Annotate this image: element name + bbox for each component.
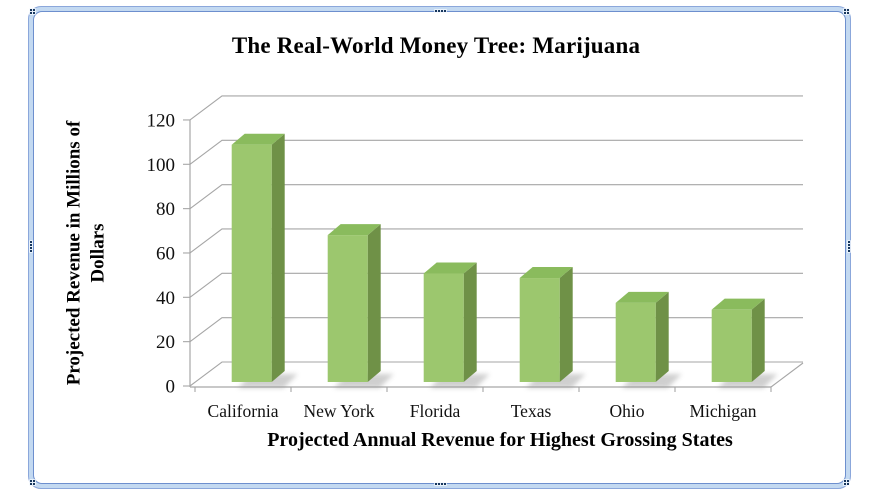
category-label-new-york: New York	[304, 401, 375, 421]
bar-side-face	[463, 262, 477, 382]
floor-right-edge	[770, 362, 804, 388]
bar-front-face	[423, 273, 464, 382]
resize-handle-top-left[interactable]	[29, 8, 36, 15]
bar-top-face	[519, 267, 573, 279]
bar-top-face	[327, 224, 381, 236]
category-label-texas: Texas	[511, 401, 552, 421]
category-label-florida: Florida	[410, 401, 461, 421]
bar-side-face	[655, 291, 669, 382]
y-tick-label-40: 40	[156, 288, 175, 309]
bar-front-face	[519, 278, 560, 382]
gridline-100	[189, 139, 803, 165]
resize-handle-bottom-right[interactable]	[843, 479, 850, 486]
y-tick-label-120: 120	[147, 110, 176, 131]
chart-title[interactable]: The Real-World Money Tree: Marijuana	[231, 33, 641, 58]
resize-handle-top-right[interactable]	[843, 8, 850, 15]
category-label-michigan: Michigan	[689, 401, 756, 421]
bar-side-face	[559, 267, 573, 382]
y-tick-label-60: 60	[156, 243, 175, 264]
category-label-ohio: Ohio	[610, 401, 645, 421]
chart-object-frame[interactable]	[28, 6, 851, 489]
bar-top-face	[711, 298, 765, 310]
y-tick-label-0: 0	[166, 377, 176, 398]
y-tick-label-100: 100	[147, 155, 176, 176]
bar-texas[interactable]	[519, 267, 586, 388]
resize-handle-left[interactable]	[29, 240, 33, 253]
bars	[231, 133, 778, 388]
resize-handle-right[interactable]	[847, 240, 851, 253]
y-tick-label-80: 80	[156, 199, 175, 220]
gridlines	[189, 95, 803, 387]
bar-new-york[interactable]	[327, 224, 394, 388]
bar-side-face	[751, 298, 765, 382]
gridline-60	[189, 228, 803, 254]
x-axis-title[interactable]: Projected Annual Revenue for Highest Gro…	[267, 429, 733, 451]
bar-michigan[interactable]	[711, 298, 778, 388]
gridline-20	[189, 317, 803, 343]
bar-top-face	[423, 262, 477, 274]
gridline-40	[189, 272, 803, 298]
bar-california[interactable]	[231, 133, 298, 388]
gridline-120	[189, 95, 803, 121]
bar-front-face	[231, 144, 272, 382]
bar-front-face	[711, 309, 752, 382]
bar-front-face	[615, 302, 656, 382]
resize-handle-bottom-left[interactable]	[29, 479, 36, 486]
bar-side-face	[367, 224, 381, 382]
gridline-80	[189, 184, 803, 210]
bar-florida[interactable]	[423, 262, 490, 388]
category-label-california: California	[208, 401, 279, 421]
resize-handle-top[interactable]	[434, 9, 447, 13]
chart-canvas	[33, 11, 846, 484]
bar-side-face	[271, 133, 285, 382]
bar-top-face	[231, 133, 285, 145]
y-tick-label-20: 20	[156, 332, 175, 353]
y-axis[interactable]: 0 20 40 60 80 100 120	[147, 110, 191, 398]
gridline-0	[189, 361, 803, 387]
bar-ohio[interactable]	[615, 291, 682, 388]
bar-top-face	[615, 291, 669, 303]
resize-handle-bottom[interactable]	[434, 482, 447, 486]
x-axis[interactable]	[190, 362, 804, 392]
bar-front-face	[327, 235, 368, 382]
